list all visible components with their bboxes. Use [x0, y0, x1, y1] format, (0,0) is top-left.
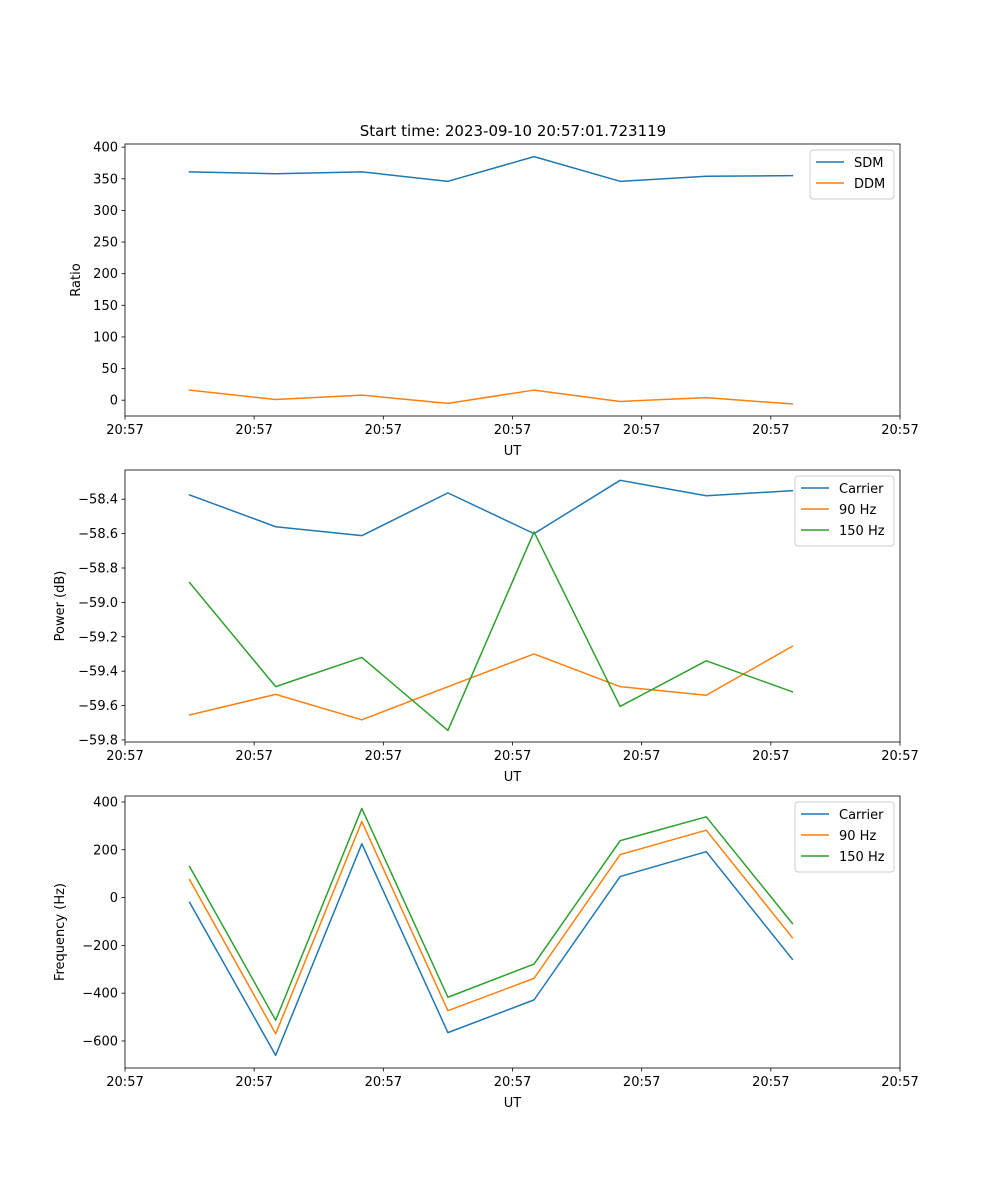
- y-tick-label: −58.4: [78, 493, 118, 508]
- y-tick-label: −59.0: [78, 596, 118, 611]
- x-axis-label: UT: [504, 770, 522, 785]
- y-tick-label: 400: [93, 795, 118, 810]
- x-tick-label: 20:57: [106, 1075, 143, 1090]
- y-tick-label: 400: [93, 141, 118, 156]
- x-tick-label: 20:57: [623, 1075, 660, 1090]
- legend-label-carrier: Carrier: [839, 482, 884, 497]
- legend-label-sdm: SDM: [854, 156, 883, 171]
- y-tick-label: −58.6: [78, 527, 118, 542]
- series-line-150-hz: [188, 807, 794, 1021]
- series-line-carrier: [188, 479, 794, 537]
- x-tick-label: 20:57: [365, 423, 402, 438]
- x-tick-label: 20:57: [235, 423, 272, 438]
- series-line-carrier: [188, 843, 794, 1057]
- ratio-panel: 0 50 100 150 200 250 300 350 400 20:57 20:57 20:57 2…: [69, 141, 919, 459]
- y-tick-label: 250: [93, 236, 118, 251]
- legend-label-carrier: Carrier: [839, 808, 884, 823]
- y-tick-label: −400: [82, 987, 118, 1002]
- y-axis-label: Power (dB): [53, 571, 68, 642]
- x-tick-label: 20:57: [881, 749, 918, 764]
- y-tick-label: 0: [110, 891, 118, 906]
- frequency-panel: −600 −400 −200 0 200 400 20:57 20:57 20:57 20:57 2…: [53, 795, 919, 1111]
- x-tick-label: 20:57: [106, 749, 143, 764]
- legend-label-150-hz: 150 Hz: [839, 524, 885, 539]
- y-tick-label: −600: [82, 1034, 118, 1049]
- x-tick-label: 20:57: [752, 749, 789, 764]
- x-tick-label: 20:57: [881, 1075, 918, 1090]
- power-panel: −59.8 −59.6 −59.4 −59.2 −59.0 −58.8 −58.6 −58.4…: [53, 469, 919, 785]
- figure-title: Start time: 2023-09-10 20:57:01.723119: [360, 122, 666, 140]
- y-tick-label: 100: [93, 330, 118, 345]
- x-tick-label: 20:57: [365, 749, 402, 764]
- y-tick-label: 350: [93, 172, 118, 187]
- y-tick-label: 200: [93, 843, 118, 858]
- y-axis-label: Frequency (Hz): [53, 883, 68, 981]
- y-tick-label: −58.8: [78, 562, 118, 577]
- y-tick-label: 50: [101, 362, 118, 377]
- legend-box: [794, 475, 895, 547]
- legend-label-90-hz: 90 Hz: [839, 829, 876, 844]
- x-tick-label: 20:57: [494, 423, 531, 438]
- y-tick-label: −59.2: [78, 630, 118, 645]
- x-tick-label: 20:57: [494, 1075, 531, 1090]
- series-line-150-hz: [188, 531, 794, 732]
- y-tick-label: 200: [93, 267, 118, 282]
- x-axis-label: UT: [504, 1096, 522, 1111]
- x-tick-label: 20:57: [623, 423, 660, 438]
- y-tick-label: −59.4: [78, 665, 118, 680]
- x-tick-label: 20:57: [881, 423, 918, 438]
- legend-label-ddm: DDM: [854, 177, 885, 192]
- x-tick-label: 20:57: [106, 423, 143, 438]
- x-tick-label: 20:57: [365, 1075, 402, 1090]
- y-axis-label: Ratio: [69, 263, 84, 296]
- y-tick-label: 0: [110, 394, 118, 409]
- y-tick-label: 300: [93, 204, 118, 219]
- x-axis-label: UT: [504, 444, 522, 459]
- legend-label-150-hz: 150 Hz: [839, 850, 885, 865]
- y-tick-label: −59.8: [78, 733, 118, 748]
- series-line-90-hz: [188, 645, 794, 721]
- x-tick-label: 20:57: [623, 749, 660, 764]
- y-tick-label: 150: [93, 299, 118, 314]
- y-tick-label: −59.6: [78, 699, 118, 714]
- x-tick-label: 20:57: [752, 423, 789, 438]
- legend-label-90-hz: 90 Hz: [839, 503, 876, 518]
- x-tick-label: 20:57: [235, 749, 272, 764]
- x-tick-label: 20:57: [494, 749, 531, 764]
- axes-frame: [124, 469, 901, 743]
- y-tick-label: −200: [82, 939, 118, 954]
- axes-frame: [124, 795, 901, 1069]
- x-tick-label: 20:57: [752, 1075, 789, 1090]
- x-tick-label: 20:57: [235, 1075, 272, 1090]
- legend-box: [794, 801, 895, 873]
- series-line-sdm: [188, 155, 794, 183]
- series-line-ddm: [188, 389, 794, 405]
- axes-frame: [124, 143, 901, 417]
- series-line-90-hz: [188, 820, 794, 1035]
